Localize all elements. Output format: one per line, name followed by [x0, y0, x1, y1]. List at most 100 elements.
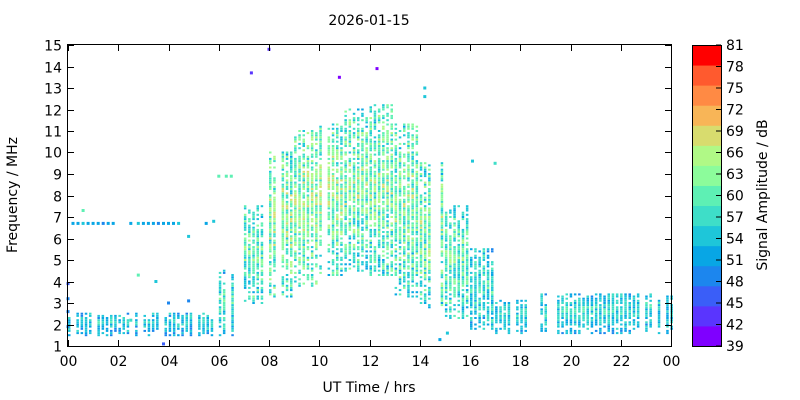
data-cell — [369, 170, 372, 173]
data-cell — [377, 149, 381, 152]
data-cell — [327, 138, 331, 141]
data-cell — [294, 222, 297, 225]
data-cell — [168, 321, 172, 324]
data-cell — [357, 269, 360, 272]
data-cell — [340, 209, 343, 212]
data-cell — [411, 239, 414, 242]
data-cell — [386, 104, 389, 107]
data-cell — [398, 235, 402, 238]
data-cell — [386, 237, 389, 240]
data-cell — [419, 203, 423, 206]
data-cell — [419, 241, 423, 244]
data-cell — [361, 269, 364, 272]
data-cell — [336, 224, 339, 227]
data-cell — [294, 162, 297, 165]
data-cell — [386, 149, 389, 152]
data-cell — [290, 188, 293, 190]
data-cell — [453, 291, 456, 294]
data-cell — [231, 282, 234, 285]
data-cell — [168, 327, 172, 330]
data-cell — [398, 218, 402, 221]
data-cell — [657, 310, 661, 313]
data-cell — [620, 312, 623, 315]
data-cell — [294, 280, 297, 283]
data-cell — [319, 228, 322, 231]
data-cell — [491, 312, 494, 315]
data-cell — [260, 271, 264, 274]
data-cell — [294, 196, 297, 199]
data-cell — [428, 192, 431, 195]
data-cell — [444, 233, 448, 236]
data-cell — [382, 231, 385, 233]
data-cell — [628, 323, 631, 326]
data-cell — [394, 235, 398, 238]
data-cell — [390, 239, 393, 242]
data-cell — [302, 213, 305, 216]
data-cell — [281, 188, 285, 190]
data-cell — [423, 198, 427, 201]
data-cell — [273, 198, 276, 201]
data-cell — [390, 241, 393, 244]
data-cell — [97, 325, 100, 328]
data-cell — [482, 267, 486, 270]
data-cell — [248, 226, 251, 229]
data-cell — [369, 265, 372, 268]
data-cell — [453, 304, 456, 307]
data-cell — [365, 170, 368, 173]
data-cell — [382, 179, 385, 182]
data-cell — [357, 209, 360, 212]
data-cell — [382, 134, 385, 137]
data-cell — [628, 321, 631, 324]
data-cell — [457, 220, 460, 223]
data-cell — [294, 145, 297, 147]
data-cell — [327, 250, 331, 253]
data-cell — [243, 224, 247, 227]
data-cell — [398, 183, 402, 186]
data-cell — [294, 164, 297, 167]
data-cell — [390, 140, 393, 143]
data-cell — [243, 243, 247, 246]
data-cell — [185, 329, 188, 332]
data-cell — [310, 267, 314, 270]
data-cell — [340, 151, 343, 154]
data-cell — [126, 312, 130, 315]
data-cell — [457, 282, 460, 285]
data-cell — [231, 299, 234, 302]
data-cell — [260, 235, 264, 238]
data-cell — [80, 314, 84, 317]
data-cell — [398, 205, 402, 208]
data-cell — [578, 321, 581, 324]
data-cell — [565, 332, 568, 335]
data-cell — [474, 308, 477, 311]
data-cell — [520, 327, 523, 330]
data-cell — [344, 228, 347, 231]
data-cell — [189, 329, 193, 332]
data-cell — [403, 177, 406, 180]
data-cell — [290, 289, 293, 292]
data-cell — [386, 265, 389, 268]
data-cell — [461, 259, 465, 261]
data-cell — [398, 185, 402, 188]
data-cell — [260, 213, 264, 216]
data-cell — [649, 293, 652, 296]
data-cell — [273, 224, 276, 227]
data-cell — [407, 166, 410, 169]
data-cell — [252, 269, 255, 272]
data-cell — [281, 246, 285, 249]
data-cell — [491, 274, 494, 276]
data-cell — [503, 304, 506, 307]
data-cell — [394, 170, 398, 173]
data-cell — [632, 308, 636, 311]
data-cell — [461, 254, 465, 257]
data-cell — [269, 200, 272, 203]
data-cell — [491, 323, 494, 326]
data-cell — [84, 332, 88, 335]
data-cell — [369, 183, 372, 186]
data-point — [204, 221, 208, 225]
data-cell — [461, 289, 465, 292]
data-cell — [80, 317, 84, 319]
data-cell — [310, 183, 314, 186]
data-cell — [415, 153, 419, 156]
data-cell — [210, 334, 214, 337]
data-cell — [348, 190, 352, 193]
